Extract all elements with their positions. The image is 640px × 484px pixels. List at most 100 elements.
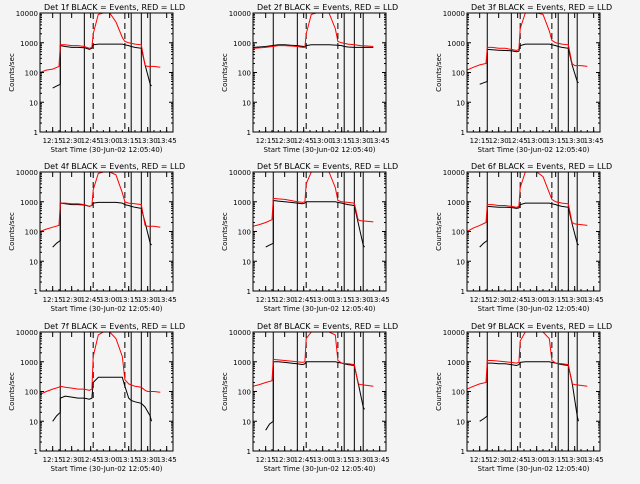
panel-det-3: Det 3f BLACK = Events, RED = LLD 1 10 100 10… <box>435 3 612 154</box>
y-tick-label: 1 <box>461 448 465 456</box>
y-axis-label: Counts/sec <box>8 372 16 411</box>
y-tick-label: 10000 <box>229 329 251 337</box>
y-tick-label: 10000 <box>443 10 465 18</box>
x-tick-label: 13:15 <box>119 456 139 464</box>
series-lld-line <box>467 332 588 390</box>
x-tick-label: 12:30 <box>489 456 509 464</box>
y-tick-label: 10 <box>29 99 38 107</box>
y-tick-label: 100 <box>238 70 251 78</box>
y-axis-label: Counts/sec <box>221 212 229 251</box>
x-tick-label: 13:15 <box>546 137 566 145</box>
panel-title: Det 1f BLACK = Events, RED = LLD <box>44 3 185 12</box>
x-tick-label: 13:15 <box>332 137 352 145</box>
x-tick-label: 13:30 <box>351 137 371 145</box>
series-events-line <box>479 202 579 248</box>
x-tick-label: 12:15 <box>256 137 276 145</box>
y-tick-label: 1000 <box>447 359 465 367</box>
panel-title: Det 4f BLACK = Events, RED = LLD <box>44 162 185 171</box>
x-tick-label: 13:00 <box>100 456 120 464</box>
x-tick-label: 12:15 <box>470 296 490 304</box>
x-tick-label: 13:15 <box>332 456 352 464</box>
panel-title: Det 8f BLACK = Events, RED = LLD <box>257 322 398 331</box>
x-tick-label: 13:45 <box>584 296 604 304</box>
y-tick-label: 100 <box>238 229 251 237</box>
x-tick-label: 12:45 <box>508 296 528 304</box>
x-tick-label: 12:45 <box>294 296 314 304</box>
x-axis-label: Start Time (30-Jun-02 12:05:40) <box>478 305 590 313</box>
panel-title: Det 3f BLACK = Events, RED = LLD <box>471 3 612 12</box>
series-events-line <box>52 201 152 248</box>
x-axis-label: Start Time (30-Jun-02 12:05:40) <box>51 465 163 473</box>
x-tick-label: 12:45 <box>81 296 101 304</box>
panel-title: Det 7f BLACK = Events, RED = LLD <box>44 322 185 331</box>
y-tick-label: 10 <box>29 258 38 266</box>
series-lld-line <box>40 13 161 73</box>
x-tick-label: 13:45 <box>370 137 390 145</box>
y-tick-label: 1 <box>247 288 251 296</box>
x-tick-label: 13:30 <box>351 296 371 304</box>
y-axis-label: Counts/sec <box>435 53 443 92</box>
y-axis-label: Counts/sec <box>8 212 16 251</box>
y-tick-label: 1000 <box>20 199 38 207</box>
panel-title: Det 5f BLACK = Events, RED = LLD <box>257 162 398 171</box>
x-tick-label: 13:45 <box>370 296 390 304</box>
series-events-line <box>253 44 374 48</box>
y-tick-label: 10000 <box>443 329 465 337</box>
x-tick-label: 12:30 <box>62 456 82 464</box>
panel-det-5: Det 5f BLACK = Events, RED = LLD 1 10 100 10… <box>221 162 398 313</box>
x-tick-label: 12:45 <box>508 137 528 145</box>
series-lld-line <box>253 172 374 227</box>
y-tick-label: 1 <box>34 448 38 456</box>
y-tick-label: 1 <box>34 129 38 137</box>
x-tick-label: 13:45 <box>157 296 177 304</box>
x-axis-label: Start Time (30-Jun-02 12:05:40) <box>478 465 590 473</box>
x-axis-label: Start Time (30-Jun-02 12:05:40) <box>264 146 376 154</box>
x-tick-label: 13:45 <box>157 456 177 464</box>
x-tick-label: 13:15 <box>546 456 566 464</box>
y-tick-label: 100 <box>238 389 251 397</box>
x-tick-label: 13:45 <box>584 137 604 145</box>
y-tick-label: 1 <box>247 448 251 456</box>
y-tick-label: 10 <box>456 418 465 426</box>
series-lld-line <box>253 332 374 387</box>
y-tick-label: 1000 <box>447 40 465 48</box>
x-tick-label: 13:45 <box>157 137 177 145</box>
y-tick-label: 10000 <box>229 10 251 18</box>
x-axis-label: Start Time (30-Jun-02 12:05:40) <box>264 305 376 313</box>
y-tick-label: 10000 <box>229 169 251 177</box>
y-tick-label: 1 <box>461 129 465 137</box>
x-axis-label: Start Time (30-Jun-02 12:05:40) <box>51 146 163 154</box>
x-tick-label: 13:45 <box>584 456 604 464</box>
panel-det-4: Det 4f BLACK = Events, RED = LLD 1 10 100 10… <box>8 162 185 313</box>
x-tick-label: 12:45 <box>81 456 101 464</box>
x-tick-label: 12:15 <box>43 296 63 304</box>
x-tick-label: 13:00 <box>527 456 547 464</box>
x-tick-label: 13:00 <box>313 296 333 304</box>
y-tick-label: 10000 <box>16 10 38 18</box>
series-events-line <box>265 199 365 248</box>
panel-det-7: Det 7f BLACK = Events, RED = LLD 1 10 100 10… <box>8 322 185 473</box>
x-tick-label: 12:15 <box>43 456 63 464</box>
x-tick-label: 12:30 <box>489 296 509 304</box>
series-events-line <box>52 376 152 422</box>
x-tick-label: 13:30 <box>138 456 158 464</box>
panel-det-2: Det 2f BLACK = Events, RED = LLD 1 10 100 10… <box>221 3 398 154</box>
x-tick-label: 13:45 <box>370 456 390 464</box>
y-tick-label: 10000 <box>16 169 38 177</box>
x-tick-label: 13:00 <box>527 137 547 145</box>
panel-title: Det 2f BLACK = Events, RED = LLD <box>257 3 398 12</box>
y-tick-label: 10 <box>29 418 38 426</box>
series-lld-line <box>467 13 588 71</box>
x-axis-label: Start Time (30-Jun-02 12:05:40) <box>264 465 376 473</box>
y-tick-label: 10 <box>242 99 251 107</box>
x-tick-label: 12:30 <box>489 137 509 145</box>
panel-det-6: Det 6f BLACK = Events, RED = LLD 1 10 100 10… <box>435 162 612 313</box>
x-tick-label: 13:30 <box>565 137 585 145</box>
y-axis-label: Counts/sec <box>221 372 229 411</box>
x-tick-label: 12:30 <box>62 137 82 145</box>
y-tick-label: 1000 <box>233 199 251 207</box>
x-tick-label: 12:30 <box>275 137 295 145</box>
x-tick-label: 12:30 <box>275 456 295 464</box>
y-axis-label: Counts/sec <box>435 212 443 251</box>
